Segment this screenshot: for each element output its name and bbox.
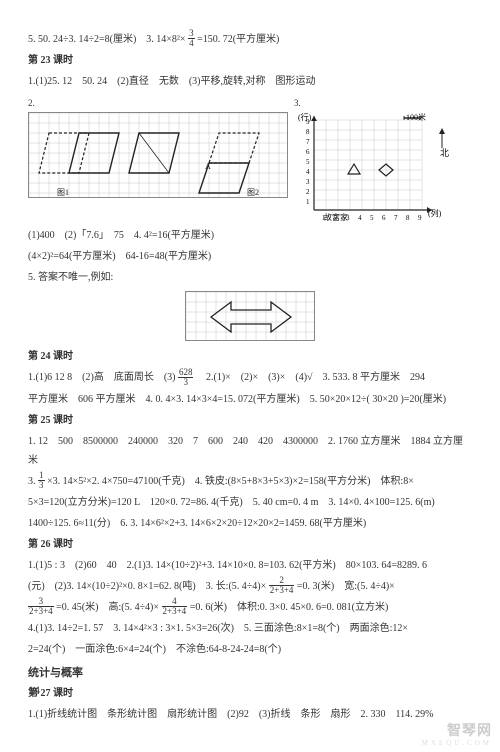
lesson-25-line2: 3. 13 ×3. 14×5²×2. 4×750=47100(千克) 4. 铁皮… [28,472,472,491]
item-5-text: 5. 50. 24÷3. 14÷2=8(厘米) 3. 14×8²× [28,34,188,45]
page-number: 14 [28,679,40,702]
axis-y-label: (行) [298,112,312,122]
lesson-23-figures: 2. 图1 A 图2 3. [28,95,472,222]
lesson-27-line1: 1.(1)折线统计图 条形统计图 扇形统计图 (2)92 (3)折线 条形 扇形… [28,705,472,724]
fraction-628-3: 6283 [178,368,194,387]
lesson-26-line3: 32+3+4 =0. 45(米) 高:(5. 4÷4)× 42+3+4 =0. … [28,598,472,617]
stats-heading: 统计与概率 [28,663,472,684]
svg-text:6: 6 [306,148,310,156]
lesson-25-line3: 5×3=120(立方分米)=120 L 120×0. 72=86. 4(千克) … [28,493,472,512]
figure-2: 2. 图1 A 图2 [28,95,288,198]
fraction-b: 32+3+4 [28,597,54,616]
item-5-tail: =150. 72(平方厘米) [197,34,279,45]
lesson-26-line4: 4.(1)3. 14÷2=1. 57 3. 14×4²×3 : 3×1. 5×3… [28,619,472,638]
fraction-1-3: 13 [38,471,45,490]
coordinate-grid: 123456789 987654321 100米 北 (行) 故宫家 (列) [294,112,454,222]
north-label: 北 [440,148,449,158]
fig-label-2: 图2 [247,188,259,197]
svg-text:5: 5 [370,214,374,222]
figure-3: 3. 123456789 987654321 [294,95,454,222]
svg-text:3: 3 [306,178,310,186]
fig-label-1: 图1 [57,188,69,197]
scale-label: 100米 [406,112,426,122]
lesson-23-after1: (1)400 (2)「7.6」 75 4. 4²=16(平方厘米) [28,226,472,245]
svg-text:7: 7 [394,214,398,222]
svg-text:8: 8 [306,128,310,136]
svg-text:5: 5 [306,158,310,166]
svg-text:9: 9 [418,214,422,222]
grid-parallelograms: 图1 A 图2 [28,112,288,198]
watermark-url: MXEQU.COM [422,737,492,750]
lesson-26-line1: 1.(1)5 : 3 (2)60 40 2.(1)3. 14×(10÷2)²+3… [28,556,472,575]
lesson-26-title: 第 26 课时 [28,535,472,554]
lesson-27-title: 第 27 课时 [28,684,472,703]
svg-text:4: 4 [358,214,362,222]
lesson-25-line1: 1. 12 500 8500000 240000 320 7 600 240 4… [28,432,472,470]
lesson-23-line1: 1.(1)25. 12 50. 24 (2)直径 无数 (3)平移,旋转,对称 … [28,72,472,91]
figure-2-label: 2. [28,95,288,112]
item-5: 5. 50. 24÷3. 14÷2=8(厘米) 3. 14×8²× 34 =15… [28,30,472,49]
lesson-23-after3: 5. 答案不唯一,例如: [28,268,472,287]
svg-text:2: 2 [306,188,310,196]
double-arrow-grid [185,291,315,341]
lesson-25-line4: 1400÷125. 6≈11(分) 6. 3. 14×6²×2+3. 14×6×… [28,514,472,533]
fraction-c: 42+3+4 [162,597,188,616]
lesson-24-title: 第 24 课时 [28,347,472,366]
fraction-3-4: 34 [188,29,195,48]
lesson-26-line5: 2=24(个) 一面涂色:6×4=24(个) 不涂色:64-8-24-24=8(… [28,640,472,659]
origin-label: 故宫家 [324,212,348,222]
lesson-24-line1: 1.(1)6 12 8 (2)高 底面周长 (3) 6283 2.(1)× (2… [28,368,472,387]
figure-3-label: 3. [294,95,454,112]
lesson-24-line2: 平方厘米 606 平方厘米 4. 0. 4×3. 14×3×4=15. 072(… [28,390,472,409]
svg-text:8: 8 [406,214,410,222]
lesson-25-title: 第 25 课时 [28,411,472,430]
svg-text:4: 4 [306,168,310,176]
fraction-a: 22+3+4 [269,576,295,595]
lesson-23-after2: (4×2)²=64(平方厘米) 64-16=48(平方厘米) [28,247,472,266]
svg-text:1: 1 [306,198,310,206]
axis-x-label: (列) [428,208,442,218]
lesson-23-example-figure [28,291,472,341]
lesson-26-line2: (元) (2)3. 14×(10÷2)²×0. 8×1=62. 8(吨) 3. … [28,577,472,596]
svg-text:6: 6 [382,214,386,222]
lesson-23-title: 第 23 课时 [28,51,472,70]
svg-text:7: 7 [306,138,310,146]
fig-label-A: A [205,162,211,171]
